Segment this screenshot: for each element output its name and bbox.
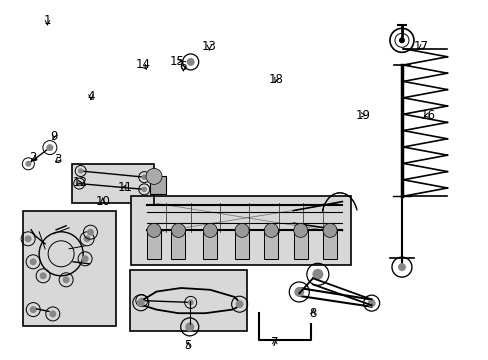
Circle shape [323, 224, 336, 237]
Circle shape [78, 168, 83, 174]
Text: 3: 3 [54, 153, 61, 166]
Circle shape [24, 235, 32, 242]
Bar [129, 270, 246, 331]
Text: 7: 7 [270, 336, 278, 349]
Bar [23, 211, 116, 326]
Circle shape [171, 224, 185, 237]
Text: 16: 16 [420, 109, 435, 122]
Circle shape [141, 186, 147, 192]
Circle shape [294, 287, 304, 297]
Bar [293, 230, 307, 259]
Text: 6: 6 [179, 60, 187, 73]
Text: 4: 4 [87, 90, 95, 103]
Circle shape [139, 298, 144, 303]
Circle shape [76, 181, 82, 186]
Text: 11: 11 [117, 181, 132, 194]
Circle shape [40, 272, 46, 279]
Circle shape [293, 224, 307, 237]
Text: 9: 9 [50, 130, 58, 143]
Text: 17: 17 [413, 40, 428, 53]
Circle shape [30, 258, 37, 265]
Circle shape [187, 300, 193, 305]
Text: 18: 18 [268, 73, 283, 86]
Text: 2: 2 [29, 151, 37, 164]
Bar [235, 230, 248, 259]
Text: 10: 10 [95, 195, 110, 208]
Circle shape [264, 224, 278, 237]
Circle shape [83, 235, 90, 242]
Circle shape [30, 306, 37, 313]
Text: 14: 14 [135, 58, 150, 71]
Text: 12: 12 [72, 176, 87, 189]
Circle shape [397, 263, 405, 271]
Circle shape [49, 310, 56, 318]
Circle shape [87, 229, 94, 236]
Text: 5: 5 [184, 339, 192, 352]
Circle shape [185, 323, 194, 331]
Circle shape [186, 58, 194, 66]
Circle shape [141, 174, 147, 180]
Circle shape [137, 299, 144, 307]
Text: 19: 19 [355, 109, 370, 122]
Bar [203, 230, 217, 259]
Circle shape [146, 168, 162, 184]
Circle shape [46, 144, 53, 151]
Text: 8: 8 [308, 307, 316, 320]
Bar [72, 164, 154, 203]
Bar [147, 230, 161, 259]
Text: 1: 1 [43, 14, 51, 27]
Circle shape [25, 161, 31, 167]
Circle shape [398, 37, 404, 43]
Bar [171, 230, 185, 259]
Circle shape [312, 269, 323, 280]
Circle shape [235, 224, 248, 237]
Circle shape [235, 300, 243, 308]
Bar [323, 230, 336, 259]
Circle shape [147, 224, 161, 237]
Bar [150, 176, 166, 194]
Circle shape [367, 299, 375, 307]
Circle shape [203, 224, 217, 237]
Bar [264, 230, 278, 259]
Circle shape [81, 255, 88, 262]
Text: 15: 15 [169, 55, 184, 68]
Text: 13: 13 [202, 40, 216, 53]
Circle shape [62, 276, 69, 283]
Bar [131, 196, 350, 265]
